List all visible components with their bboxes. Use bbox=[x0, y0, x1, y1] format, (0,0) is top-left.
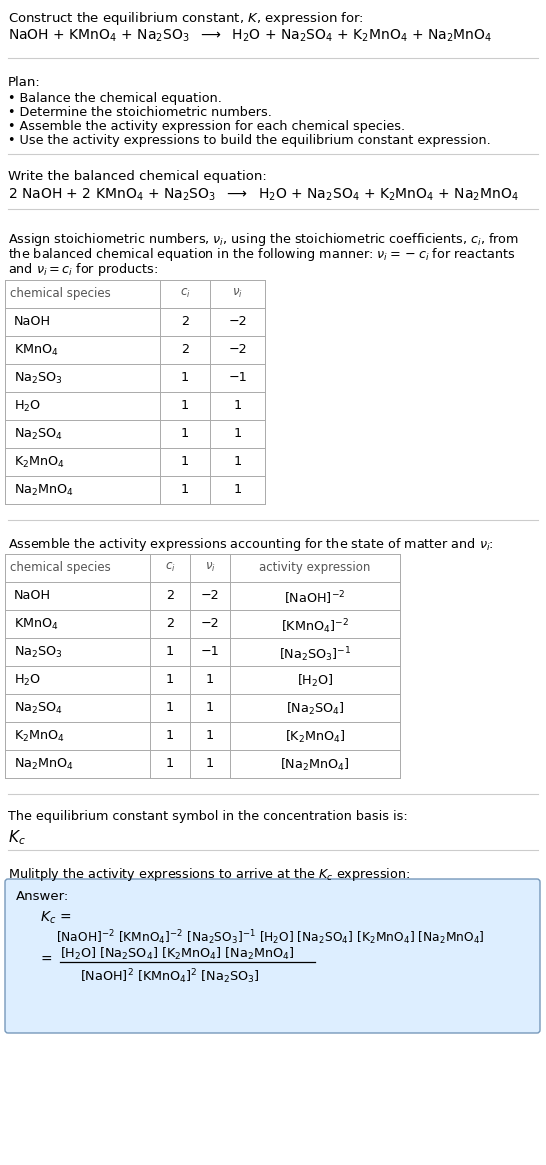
Text: H$_2$O: H$_2$O bbox=[14, 673, 41, 689]
Text: −2: −2 bbox=[201, 589, 219, 602]
Text: 1: 1 bbox=[234, 483, 241, 496]
Text: 1: 1 bbox=[206, 701, 214, 714]
Text: H$_2$O: H$_2$O bbox=[14, 398, 41, 414]
Text: NaOH + KMnO$_4$ + Na$_2$SO$_3$  $\longrightarrow$  H$_2$O + Na$_2$SO$_4$ + K$_2$: NaOH + KMnO$_4$ + Na$_2$SO$_3$ $\longrig… bbox=[8, 28, 492, 44]
Text: activity expression: activity expression bbox=[259, 562, 371, 574]
Text: Na$_2$SO$_4$: Na$_2$SO$_4$ bbox=[14, 701, 63, 716]
Text: $K_c$ =: $K_c$ = bbox=[40, 910, 72, 926]
Text: 1: 1 bbox=[181, 398, 189, 412]
Text: NaOH: NaOH bbox=[14, 589, 51, 602]
Text: $\nu_i$: $\nu_i$ bbox=[232, 287, 243, 301]
Text: Na$_2$SO$_3$: Na$_2$SO$_3$ bbox=[14, 370, 63, 386]
Text: 1: 1 bbox=[234, 456, 241, 468]
Text: Assign stoichiometric numbers, $\nu_i$, using the stoichiometric coefficients, $: Assign stoichiometric numbers, $\nu_i$, … bbox=[8, 231, 519, 248]
Text: 1: 1 bbox=[234, 428, 241, 440]
Text: K$_2$MnO$_4$: K$_2$MnO$_4$ bbox=[14, 456, 65, 471]
Text: =: = bbox=[40, 953, 52, 967]
Text: [H$_2$O] [Na$_2$SO$_4$] [K$_2$MnO$_4$] [Na$_2$MnO$_4$]: [H$_2$O] [Na$_2$SO$_4$] [K$_2$MnO$_4$] [… bbox=[60, 946, 295, 962]
FancyBboxPatch shape bbox=[5, 880, 540, 1033]
Text: 1: 1 bbox=[234, 398, 241, 412]
Text: 2: 2 bbox=[166, 589, 174, 602]
Text: 1: 1 bbox=[166, 673, 174, 686]
Text: 1: 1 bbox=[206, 757, 214, 770]
Text: 1: 1 bbox=[206, 673, 214, 686]
Text: Construct the equilibrium constant, $K$, expression for:: Construct the equilibrium constant, $K$,… bbox=[8, 10, 364, 27]
Text: 1: 1 bbox=[181, 370, 189, 384]
Text: Answer:: Answer: bbox=[16, 890, 69, 903]
Text: 1: 1 bbox=[166, 729, 174, 742]
Text: 1: 1 bbox=[166, 701, 174, 714]
Text: • Balance the chemical equation.: • Balance the chemical equation. bbox=[8, 92, 222, 105]
Text: [Na$_2$SO$_3$]$^{-1}$: [Na$_2$SO$_3$]$^{-1}$ bbox=[279, 645, 351, 664]
Text: • Assemble the activity expression for each chemical species.: • Assemble the activity expression for e… bbox=[8, 120, 405, 133]
Text: [NaOH]$^{-2}$ [KMnO$_4$]$^{-2}$ [Na$_2$SO$_3$]$^{-1}$ [H$_2$O] [Na$_2$SO$_4$] [K: [NaOH]$^{-2}$ [KMnO$_4$]$^{-2}$ [Na$_2$S… bbox=[56, 929, 485, 947]
Text: The equilibrium constant symbol in the concentration basis is:: The equilibrium constant symbol in the c… bbox=[8, 810, 408, 822]
Text: Assemble the activity expressions accounting for the state of matter and $\nu_i$: Assemble the activity expressions accoun… bbox=[8, 536, 494, 553]
Text: 1: 1 bbox=[166, 645, 174, 658]
Text: [Na$_2$MnO$_4$]: [Na$_2$MnO$_4$] bbox=[280, 757, 350, 774]
Text: 1: 1 bbox=[206, 729, 214, 742]
Text: [NaOH]$^{-2}$: [NaOH]$^{-2}$ bbox=[284, 589, 346, 607]
Text: −2: −2 bbox=[201, 617, 219, 630]
Text: $c_i$: $c_i$ bbox=[165, 562, 175, 574]
Text: 2 NaOH + 2 KMnO$_4$ + Na$_2$SO$_3$  $\longrightarrow$  H$_2$O + Na$_2$SO$_4$ + K: 2 NaOH + 2 KMnO$_4$ + Na$_2$SO$_3$ $\lon… bbox=[8, 188, 519, 204]
Text: 1: 1 bbox=[166, 757, 174, 770]
Text: Mulitply the activity expressions to arrive at the $K_c$ expression:: Mulitply the activity expressions to arr… bbox=[8, 866, 410, 883]
Text: [H$_2$O]: [H$_2$O] bbox=[297, 673, 333, 690]
Text: • Use the activity expressions to build the equilibrium constant expression.: • Use the activity expressions to build … bbox=[8, 134, 491, 147]
Text: −1: −1 bbox=[200, 645, 219, 658]
Text: Write the balanced chemical equation:: Write the balanced chemical equation: bbox=[8, 170, 267, 183]
Text: [NaOH]$^2$ [KMnO$_4$]$^2$ [Na$_2$SO$_3$]: [NaOH]$^2$ [KMnO$_4$]$^2$ [Na$_2$SO$_3$] bbox=[80, 967, 259, 986]
Text: −1: −1 bbox=[228, 370, 247, 384]
Text: 2: 2 bbox=[166, 617, 174, 630]
Text: the balanced chemical equation in the following manner: $\nu_i = -c_i$ for react: the balanced chemical equation in the fo… bbox=[8, 246, 515, 263]
Text: and $\nu_i = c_i$ for products:: and $\nu_i = c_i$ for products: bbox=[8, 261, 158, 278]
Text: 2: 2 bbox=[181, 315, 189, 329]
Text: [KMnO$_4$]$^{-2}$: [KMnO$_4$]$^{-2}$ bbox=[281, 617, 349, 636]
Text: K$_2$MnO$_4$: K$_2$MnO$_4$ bbox=[14, 729, 65, 744]
Text: −2: −2 bbox=[228, 343, 247, 356]
Text: NaOH: NaOH bbox=[14, 315, 51, 329]
Text: 2: 2 bbox=[181, 343, 189, 356]
Text: 1: 1 bbox=[181, 456, 189, 468]
Text: −2: −2 bbox=[228, 315, 247, 329]
Text: [Na$_2$SO$_4$]: [Na$_2$SO$_4$] bbox=[286, 701, 345, 718]
Text: • Determine the stoichiometric numbers.: • Determine the stoichiometric numbers. bbox=[8, 106, 272, 119]
Text: chemical species: chemical species bbox=[10, 562, 111, 574]
Text: chemical species: chemical species bbox=[10, 287, 111, 301]
Text: 1: 1 bbox=[181, 428, 189, 440]
Text: $K_c$: $K_c$ bbox=[8, 828, 26, 847]
Text: Na$_2$SO$_3$: Na$_2$SO$_3$ bbox=[14, 645, 63, 661]
Text: 1: 1 bbox=[181, 483, 189, 496]
Text: $\nu_i$: $\nu_i$ bbox=[205, 562, 216, 574]
Text: Na$_2$SO$_4$: Na$_2$SO$_4$ bbox=[14, 428, 63, 442]
Text: Na$_2$MnO$_4$: Na$_2$MnO$_4$ bbox=[14, 483, 74, 499]
Text: KMnO$_4$: KMnO$_4$ bbox=[14, 617, 59, 633]
Text: Plan:: Plan: bbox=[8, 76, 41, 89]
Text: [K$_2$MnO$_4$]: [K$_2$MnO$_4$] bbox=[284, 729, 346, 746]
Text: $c_i$: $c_i$ bbox=[180, 287, 191, 301]
Text: KMnO$_4$: KMnO$_4$ bbox=[14, 343, 59, 358]
Text: Na$_2$MnO$_4$: Na$_2$MnO$_4$ bbox=[14, 757, 74, 772]
